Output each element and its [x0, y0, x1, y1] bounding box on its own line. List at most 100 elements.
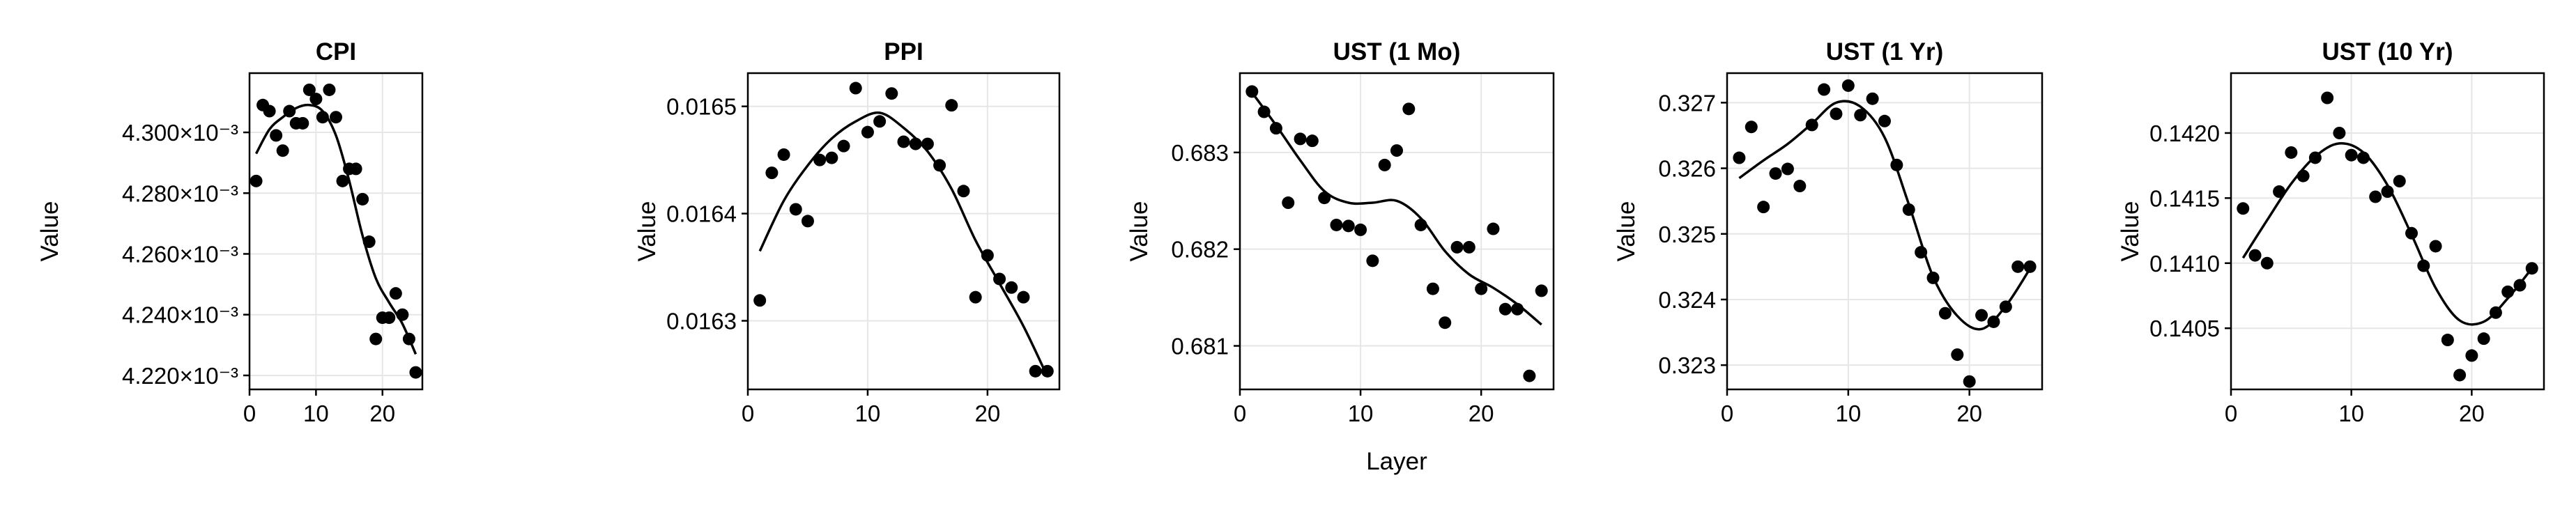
data-point — [1402, 102, 1416, 116]
data-point — [336, 174, 349, 187]
data-point — [1390, 144, 1403, 157]
x-axis-label: Layer — [1366, 448, 1427, 475]
data-point — [861, 125, 874, 139]
data-point — [1498, 302, 1512, 316]
data-point — [2248, 249, 2262, 262]
data-point — [933, 159, 946, 172]
x-tick-label: 20 — [974, 401, 1000, 426]
data-point — [1805, 118, 1818, 132]
data-point — [1781, 162, 1794, 176]
chart-title: UST (1 Yr) — [1826, 38, 1944, 65]
data-point — [362, 235, 376, 249]
data-point — [1830, 107, 1843, 121]
data-point — [2393, 175, 2406, 188]
data-point — [909, 137, 922, 150]
data-point — [263, 104, 276, 118]
y-axis-label: Value — [1613, 201, 1640, 262]
plot-frame — [2230, 72, 2545, 391]
y-tick-label: 0.1405 — [2149, 316, 2220, 341]
fit-line — [1250, 91, 1542, 326]
data-point — [777, 148, 790, 161]
data-point — [813, 153, 827, 166]
chart-panel-2: 0 10 20 0.0163 0.0164 0.0165 PPI Value — [634, 38, 1061, 426]
data-point — [349, 162, 362, 176]
x-tick-label: 10 — [1348, 401, 1374, 426]
y-tick-label: 0.325 — [1658, 222, 1716, 247]
plot-frame — [1239, 72, 1555, 391]
data-point — [1005, 281, 1018, 294]
data-point — [389, 287, 402, 300]
data-point — [1269, 122, 1282, 135]
data-point — [1282, 196, 1295, 210]
data-point — [369, 332, 383, 346]
data-point — [1745, 121, 1758, 134]
data-point — [356, 192, 369, 205]
x-tick-label: 0 — [1234, 401, 1246, 426]
data-point — [283, 104, 296, 118]
fit-line — [1738, 100, 2032, 331]
data-point — [302, 83, 316, 96]
fit-line — [254, 103, 417, 355]
data-point — [1487, 222, 1500, 235]
chart-title: UST (10 Yr) — [2322, 38, 2453, 65]
data-point — [409, 366, 422, 379]
y-tick-label: 4.220×10⁻³ — [122, 363, 238, 389]
y-tick-label: 4.260×10⁻³ — [122, 241, 238, 267]
data-point — [2023, 260, 2037, 273]
plot-frame — [1726, 72, 2044, 391]
x-tick-label: 10 — [855, 401, 881, 426]
data-point — [1793, 180, 1807, 193]
data-point — [885, 87, 898, 100]
data-point — [2525, 262, 2538, 275]
y-tick-label: 0.681 — [1171, 334, 1229, 359]
data-point — [1841, 79, 1855, 92]
data-point — [1475, 282, 1488, 295]
data-point — [1450, 240, 1464, 254]
data-point — [921, 137, 934, 150]
data-point — [993, 272, 1006, 286]
data-point — [1878, 114, 1891, 127]
data-point — [2321, 91, 2334, 104]
y-tick-label: 0.327 — [1658, 90, 1716, 116]
y-tick-label: 0.326 — [1658, 156, 1716, 182]
data-point — [2405, 226, 2418, 240]
chart-panel-1: 0 10 20 4.220×10⁻³ 4.240×10⁻³ 4.260×10⁻³ 4.280… — [36, 38, 424, 426]
data-point — [402, 332, 415, 346]
chart-panel-3: 0 10 20 0.681 0.682 0.683 UST (1 Mo) Value Layer — [1126, 38, 1555, 475]
y-axis-label: Value — [634, 201, 661, 262]
y-axis-label: Value — [1126, 201, 1153, 262]
data-point — [1938, 307, 1952, 320]
chart-panel-4: 0 10 20 0.323 0.324 0.325 0.326 0.327 UST (1 Yr)… — [1613, 38, 2044, 426]
data-point — [2273, 185, 2286, 199]
x-tick-label: 20 — [1469, 401, 1494, 426]
data-point — [2441, 334, 2454, 347]
data-point — [1854, 109, 1867, 122]
data-point — [1414, 218, 1427, 231]
chart-title: PPI — [884, 38, 923, 65]
plot-frame — [746, 72, 1061, 391]
data-point — [2297, 169, 2310, 183]
data-point — [1915, 246, 1928, 259]
y-tick-label: 0.682 — [1171, 237, 1229, 263]
data-point — [1975, 309, 1988, 322]
data-point — [2356, 151, 2370, 164]
data-point — [330, 111, 342, 124]
data-point — [1041, 364, 1054, 378]
data-point — [1757, 201, 1770, 214]
data-point — [2453, 369, 2467, 382]
data-point — [323, 83, 336, 96]
data-point — [2285, 146, 2298, 159]
data-point — [2489, 306, 2502, 319]
y-tick-label: 0.323 — [1658, 352, 1716, 378]
data-point — [1963, 375, 1976, 388]
data-point — [1366, 254, 1379, 267]
data-point — [276, 144, 289, 157]
data-point — [2308, 151, 2322, 164]
data-point — [1462, 240, 1475, 254]
data-point — [2333, 126, 2346, 139]
x-tick-label: 10 — [2338, 401, 2364, 426]
x-tick-label: 10 — [1835, 401, 1861, 426]
data-point — [1294, 132, 1307, 146]
